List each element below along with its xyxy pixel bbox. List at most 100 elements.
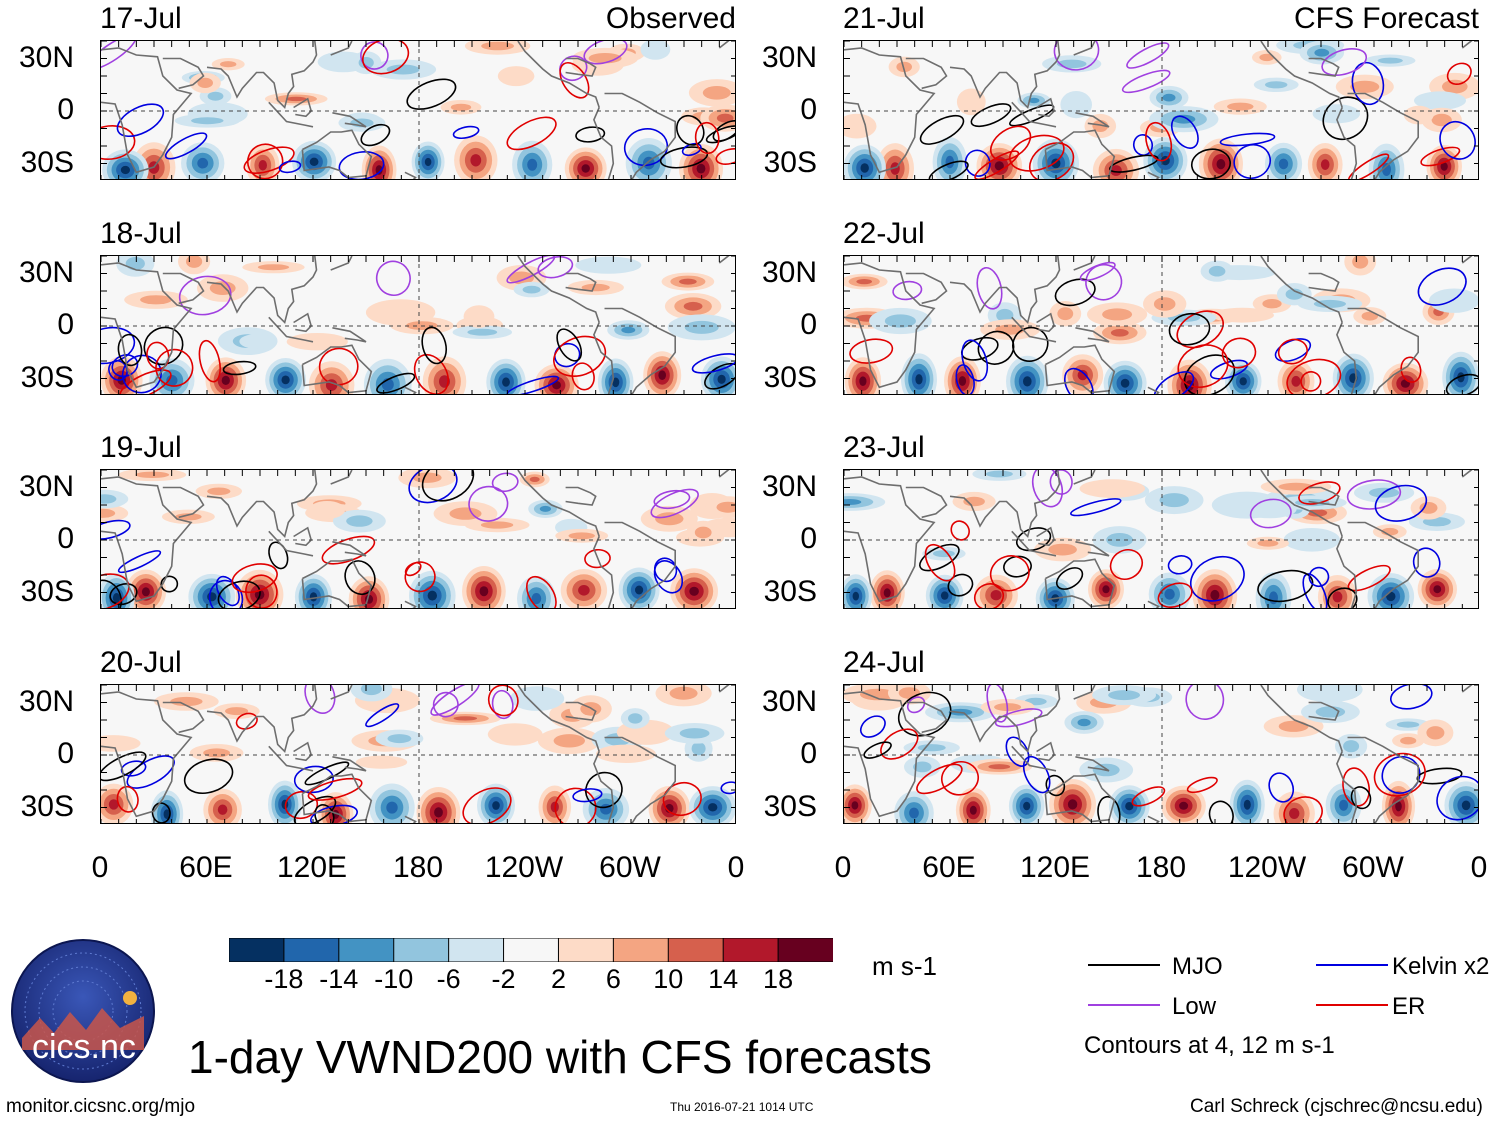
anomaly-core xyxy=(969,805,977,815)
anomaly-core xyxy=(434,807,443,818)
coastline xyxy=(517,256,600,323)
anomaly-core xyxy=(120,165,130,175)
kelvin-contour xyxy=(964,149,991,177)
footer-url[interactable]: monitor.cicsnc.org/mjo xyxy=(6,1096,196,1117)
anomaly-patch xyxy=(522,285,541,294)
footer-timestamp: Thu 2016-07-21 1014 UTC xyxy=(670,1100,814,1114)
mjo-contour xyxy=(947,573,974,597)
colorbar-swatch xyxy=(667,938,725,962)
er-contour xyxy=(694,121,720,155)
anomaly-patch xyxy=(386,64,420,75)
coastline xyxy=(1011,745,1057,772)
mjo-contour xyxy=(977,330,1015,365)
coastline xyxy=(206,470,318,539)
map-panel: 20-Jul 30N 0 30S xyxy=(19,648,736,824)
coastline xyxy=(949,470,1061,539)
anomaly-patch xyxy=(913,761,932,773)
kelvin-contour xyxy=(338,151,385,179)
footer-author: Carl Schreck (cjschrec@ncsu.edu) xyxy=(1190,1096,1483,1117)
low-contour xyxy=(1321,48,1368,76)
coastline xyxy=(206,685,318,754)
anomaly-patch xyxy=(170,696,203,707)
anomaly-patch xyxy=(450,103,472,111)
anomaly-core xyxy=(492,801,500,810)
anomaly-patch xyxy=(716,501,735,513)
anomaly-patch xyxy=(1361,311,1378,321)
er-contour xyxy=(924,543,956,582)
coastline xyxy=(1073,470,1096,485)
anomaly-patch xyxy=(1077,718,1091,727)
coastline xyxy=(293,312,313,333)
colorbar-tick-label: 6 xyxy=(605,964,621,994)
coastline xyxy=(565,272,597,292)
er-contour xyxy=(1008,134,1065,172)
mjo-contour xyxy=(304,761,350,786)
anomaly-core xyxy=(1461,800,1471,811)
anomaly-core xyxy=(197,157,209,169)
anomaly-patch xyxy=(355,755,408,769)
coastline xyxy=(332,327,367,343)
coastline xyxy=(1075,541,1110,557)
anomaly-patch xyxy=(1210,307,1274,323)
lat-tick-label: 30N xyxy=(18,469,74,503)
er-contour xyxy=(989,125,1032,161)
vwnd-field xyxy=(844,41,1478,179)
mjo-contour xyxy=(1109,154,1159,173)
vwnd-field xyxy=(101,41,735,179)
coastline xyxy=(101,691,193,818)
anomaly-core xyxy=(1320,159,1330,170)
coastline xyxy=(905,701,948,734)
colorbar-swatch xyxy=(229,938,285,962)
anomaly-patch xyxy=(963,496,985,507)
coastline xyxy=(604,307,677,394)
anomaly-core xyxy=(1332,591,1343,603)
anomaly-patch xyxy=(207,487,231,496)
contour-note: Contours at 4, 12 m s-1 xyxy=(1084,1032,1335,1059)
coastline xyxy=(1044,558,1116,608)
er-contour xyxy=(1373,752,1426,797)
coastline xyxy=(268,316,314,343)
anomaly-patch xyxy=(996,308,1014,322)
coastline xyxy=(1308,701,1340,721)
coastline xyxy=(718,256,730,264)
anomaly-core xyxy=(1051,158,1061,169)
anomaly-patch xyxy=(679,728,710,739)
kelvin-contour xyxy=(961,339,989,382)
anomaly-patch xyxy=(487,723,543,746)
vwnd-field xyxy=(844,685,1478,823)
lon-tick-label: 0 xyxy=(91,851,109,884)
low-contour xyxy=(304,685,336,714)
coastline xyxy=(1147,600,1160,608)
anomaly-patch xyxy=(509,271,534,285)
mjo-contour xyxy=(1445,373,1478,394)
mjo-contour xyxy=(1350,786,1372,810)
anomaly-patch xyxy=(568,532,595,540)
er-contour xyxy=(989,555,1030,592)
chart-title: 1-day VWND200 with CFS forecasts xyxy=(188,1031,932,1083)
kelvin-contour xyxy=(1274,338,1312,363)
lat-tick-label: 0 xyxy=(57,522,74,555)
vwnd-map xyxy=(843,469,1479,609)
anomaly-core xyxy=(141,587,150,597)
anomaly-patch xyxy=(480,521,514,529)
anomaly-core xyxy=(915,374,923,385)
kelvin-contour xyxy=(1167,555,1193,575)
low-contour xyxy=(537,256,574,279)
panel-date: 23-Jul xyxy=(843,431,925,464)
anomaly-patch xyxy=(1159,493,1189,508)
er-contour xyxy=(307,777,363,801)
legend-lines xyxy=(1088,964,1388,1006)
panel-date: 17-Jul xyxy=(100,2,182,35)
anomaly-patch xyxy=(1307,509,1328,517)
anomaly-core xyxy=(578,585,590,596)
coastline xyxy=(162,57,205,90)
anomaly-patch xyxy=(412,472,442,483)
kelvin-contour xyxy=(452,125,480,140)
anomaly-core xyxy=(1269,591,1278,605)
coastline xyxy=(268,530,314,557)
coastline xyxy=(905,486,948,519)
anomaly-patch xyxy=(203,748,230,758)
anomaly-patch xyxy=(1110,329,1129,337)
coastline xyxy=(268,101,314,128)
coastline xyxy=(1308,272,1340,292)
